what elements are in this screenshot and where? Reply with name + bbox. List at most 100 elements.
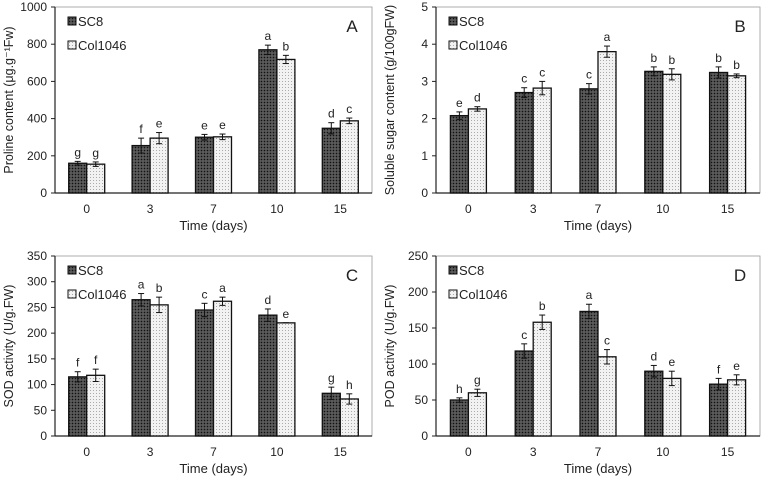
y-tick-label: 50	[415, 393, 429, 407]
panel-label: C	[346, 266, 358, 285]
legend-label: Col1046	[459, 38, 507, 53]
y-tick-label: 0	[40, 186, 47, 200]
significance-letter: e	[456, 96, 463, 110]
bar-col1046	[149, 137, 169, 194]
bar-sc8	[258, 314, 278, 437]
bar-col1046	[532, 321, 552, 437]
bar-col1046	[86, 374, 106, 437]
x-tick-label: 15	[721, 445, 735, 459]
bar-sc8	[579, 88, 599, 194]
x-tick-label: 3	[530, 202, 537, 216]
x-axis-title: Time (days)	[564, 218, 632, 233]
y-tick-label: 600	[27, 74, 47, 88]
x-tick-label: 3	[530, 445, 537, 459]
significance-letter: c	[202, 287, 208, 301]
bar-sc8	[449, 114, 470, 194]
bar-col1046	[212, 136, 233, 194]
x-axis-title: Time (days)	[179, 218, 247, 233]
significance-letter: a	[265, 29, 272, 43]
x-tick-label: 7	[595, 445, 602, 459]
significance-letter: g	[92, 146, 99, 160]
panel-label: D	[734, 266, 746, 285]
significance-letter: c	[539, 65, 545, 79]
bar-sc8	[644, 70, 664, 194]
x-tick-label: 7	[210, 202, 217, 216]
y-tick-label: 250	[27, 300, 47, 314]
y-axis-title: Soluble sugar content (g/100gFW)	[383, 5, 397, 195]
significance-letter: d	[265, 293, 272, 307]
significance-letter: f	[94, 353, 98, 367]
bar-sc8	[68, 376, 88, 437]
y-tick-label: 50	[34, 403, 48, 417]
x-tick-label: 0	[83, 445, 90, 459]
bar-sc8	[194, 309, 215, 437]
y-tick-label: 200	[408, 285, 428, 299]
y-tick-label: 250	[408, 249, 428, 263]
y-tick-label: 3	[421, 74, 428, 88]
significance-letter: f	[717, 362, 721, 376]
significance-letter: e	[283, 307, 290, 321]
bar-sc8	[68, 162, 88, 194]
y-tick-label: 200	[27, 149, 47, 163]
x-tick-label: 10	[270, 445, 284, 459]
x-tick-label: 15	[334, 202, 348, 216]
bar-col1046	[276, 322, 296, 437]
legend-swatch-sc8	[67, 16, 77, 26]
significance-letter: a	[604, 30, 611, 44]
legend-label: SC8	[459, 14, 484, 29]
significance-letter: f	[139, 122, 143, 136]
significance-letter: e	[219, 118, 226, 132]
significance-letter: e	[156, 117, 163, 131]
y-tick-label: 5	[421, 0, 428, 14]
significance-letter: g	[474, 373, 481, 387]
bar-col1046	[662, 377, 682, 437]
significance-letter: d	[474, 91, 481, 105]
legend-label: Col1046	[78, 38, 126, 53]
significance-letter: a	[586, 288, 593, 302]
x-tick-label: 10	[656, 445, 670, 459]
significance-letter: g	[328, 371, 335, 385]
significance-letter: d	[650, 349, 657, 363]
legend-swatch-col1046	[448, 40, 458, 50]
legend-swatch-col1046	[448, 289, 458, 299]
bar-sc8	[258, 49, 278, 194]
bar-sc8	[708, 71, 729, 194]
bar-sc8	[514, 91, 534, 194]
x-axis-title: Time (days)	[179, 461, 247, 476]
legend-label: SC8	[78, 263, 103, 278]
x-tick-label: 7	[595, 202, 602, 216]
x-tick-label: 15	[721, 202, 735, 216]
significance-letter: d	[328, 107, 335, 121]
y-tick-label: 350	[27, 249, 47, 263]
significance-letter: h	[346, 378, 353, 392]
y-tick-label: 1000	[20, 0, 47, 14]
significance-letter: a	[138, 278, 145, 292]
x-tick-label: 0	[465, 445, 472, 459]
bar-col1046	[467, 392, 488, 437]
bar-col1046	[149, 304, 169, 437]
y-tick-label: 400	[27, 112, 47, 126]
significance-letter: g	[74, 145, 81, 159]
significance-letter: b	[156, 281, 163, 295]
significance-letter: c	[604, 334, 610, 348]
significance-letter: e	[668, 355, 675, 369]
x-axis-title: Time (days)	[564, 461, 632, 476]
bar-sc8	[449, 399, 470, 437]
bar-sc8	[514, 350, 534, 437]
y-tick-label: 1	[421, 149, 428, 163]
y-tick-label: 0	[421, 429, 428, 443]
panel-label: A	[346, 17, 358, 36]
y-tick-label: 800	[27, 37, 47, 51]
y-axis-title: Proline content (μg.g⁻¹Fw)	[2, 26, 16, 173]
significance-letter: a	[219, 281, 226, 295]
x-tick-label: 10	[270, 202, 284, 216]
legend-swatch-col1046	[67, 40, 77, 50]
y-tick-label: 2	[421, 112, 428, 126]
y-axis-title: POD activity (U/g.FW)	[383, 285, 397, 408]
significance-letter: c	[346, 102, 352, 116]
y-tick-label: 200	[27, 326, 47, 340]
